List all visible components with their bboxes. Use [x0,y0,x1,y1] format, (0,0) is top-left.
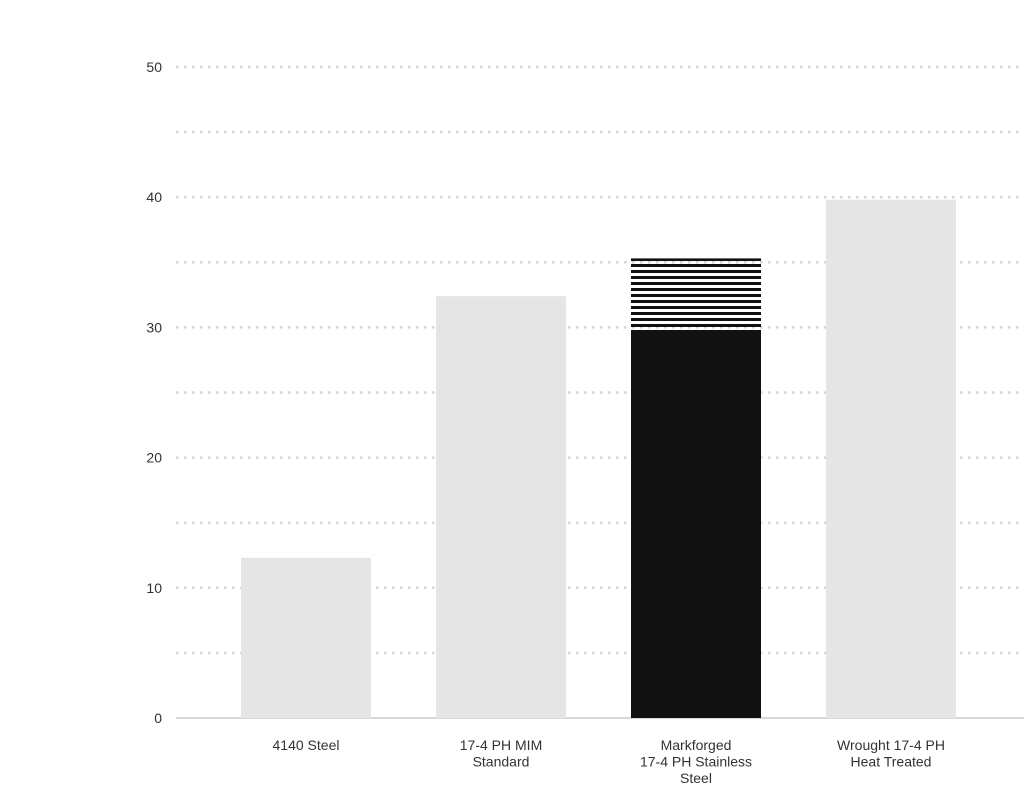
bar-highlight [631,330,761,718]
bar [826,199,956,718]
y-tick-label: 10 [146,580,162,596]
bar-range-striped [631,258,761,331]
bar [241,557,371,718]
bar [436,296,566,718]
y-tick-label: 0 [154,710,162,726]
x-tick-labels: 4140 Steel 17-4 PH MIM Standard Markforged 1… [273,737,945,786]
y-tick-label: 50 [146,59,162,75]
x-tick-label: Wrought 17-4 PH Heat Treated [837,737,945,770]
bars [241,199,956,718]
grid-lines [176,65,1024,655]
y-tick-label: 40 [146,189,162,205]
y-tick-label: 30 [146,319,162,335]
x-tick-label: 4140 Steel [273,737,340,753]
y-tick-label: 20 [146,450,162,466]
x-tick-label: 17-4 PH MIM Standard [460,737,542,770]
y-tick-labels: 0 10 20 30 40 50 [146,59,162,726]
x-tick-label: Markforged 17-4 PH Stainless Steel [640,737,752,786]
